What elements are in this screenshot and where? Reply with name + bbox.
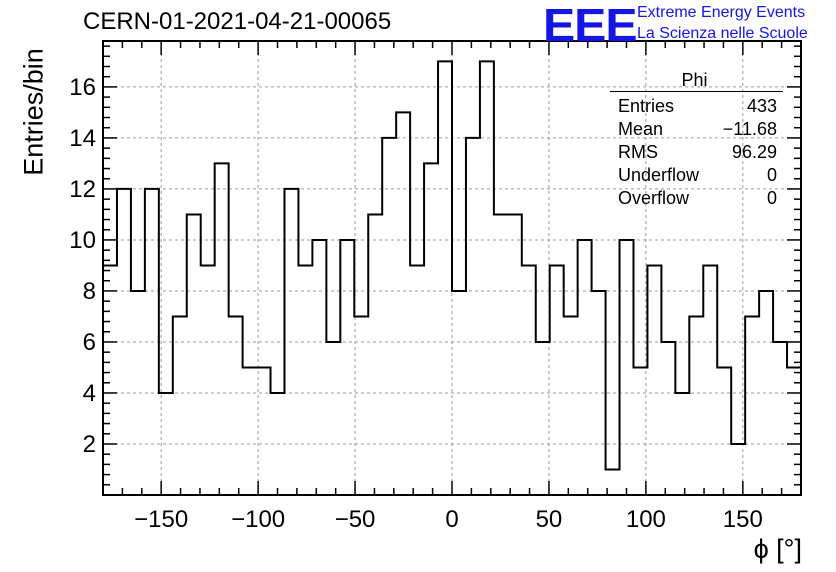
histogram-bin [201,265,215,495]
stats-row-mean: Mean −11.68 [612,118,777,141]
y-tick-label: 10 [69,227,96,254]
histogram-bin [466,138,480,495]
y-axis-label: Entries/bin [18,48,49,176]
histogram-bin [661,342,675,495]
histogram-bin [494,214,508,495]
histogram-bin [410,265,424,495]
histogram-bin [159,393,173,495]
x-axis-label: ϕ [°] [753,534,802,564]
y-tick-label: 12 [69,176,96,203]
stats-label: RMS [618,142,658,162]
histogram-bin [717,367,731,495]
y-tick-label: 6 [83,329,96,356]
histogram-bin [271,393,285,495]
histogram-bin [508,214,522,495]
tick-labels: −150 −100 −50 0 50 100 150 2 4 6 8 10 12 14 16 [69,74,763,533]
y-tick-label: 14 [69,125,96,152]
histogram-bin [396,112,410,495]
histogram-bin [745,316,759,495]
x-tick-label: 150 [723,506,763,533]
histogram-bin [368,214,382,495]
histogram-bin [773,342,787,495]
x-tick-label: −50 [335,506,376,533]
histogram-bin [633,367,647,495]
histogram-bin [578,240,592,495]
histogram-bin [284,189,298,495]
histogram-bin [103,265,117,495]
stats-label: Overflow [618,188,690,208]
stats-value: 0 [766,165,777,185]
histogram-bin [759,291,773,495]
x-tick-label: 50 [536,506,563,533]
y-tick-label: 4 [83,380,96,407]
histogram-bin [522,265,536,495]
histogram-step-line [103,60,801,471]
histogram-bin [257,367,271,495]
y-tick-label: 2 [83,431,96,458]
histogram-bin [452,291,466,495]
stats-label: Entries [618,96,675,116]
histogram-bin [703,265,717,495]
histogram-bin [312,240,326,495]
histogram-bin [382,138,396,495]
stats-title: Phi [681,70,708,90]
x-tick-label: 0 [445,506,458,533]
stats-row-overflow: Overflow 0 [612,187,777,210]
stats-row-underflow: Underflow 0 [612,164,777,187]
histogram-bin [480,61,494,495]
stats-box: Phi Entries 433 Mean −11.68 RMS 96.29 Un… [610,70,783,210]
histogram-bin [438,61,452,495]
stats-row-entries: Entries 433 [612,95,777,118]
plot-frame [102,40,802,496]
stats-value: 0 [766,188,777,208]
stats-label: Mean [618,119,664,139]
histogram-bin [424,163,438,495]
y-tick-label: 8 [83,278,96,305]
logo-line-1: Extreme Energy Events [637,4,806,21]
histogram-bin [647,265,661,495]
histogram-bin [675,393,689,495]
histogram-bin [564,316,578,495]
histogram-bin [243,367,257,495]
stats-value: −11.68 [722,119,777,139]
stats-label: Underflow [618,165,700,185]
histogram-bin [606,469,620,495]
y-tick-label: 16 [69,74,96,101]
x-tick-label: −100 [231,506,285,533]
histogram-bin [592,291,606,495]
histogram-bin [117,189,131,495]
histogram-bin [536,342,550,495]
histogram-bin [173,316,187,495]
histogram-bin [689,316,703,495]
eee-logo: EEE [543,0,638,51]
histogram-bin [731,444,745,495]
histogram-bin [298,265,312,495]
stats-divider [610,91,783,92]
axis-ticks [102,41,802,495]
histogram-bin [131,291,145,495]
stats-value: 96.29 [731,142,777,162]
x-tick-label: 100 [626,506,666,533]
x-tick-label: −150 [134,506,188,533]
histogram-bin [187,214,201,495]
histogram-bins [103,60,801,495]
histogram-bin [550,265,564,495]
histogram-bin [229,316,243,495]
logo-line-2: La Scienza nelle Scuole [637,25,808,42]
histogram-bin [215,163,229,495]
histogram-bin [340,240,354,495]
stats-row-rms: RMS 96.29 [612,141,777,164]
histogram-bin [787,367,801,495]
histogram-bin [326,342,340,495]
chart-title: CERN-01-2021-04-21-00065 [83,8,392,35]
histogram-bin [620,240,634,495]
histogram-bin [354,316,368,495]
stats-value: 433 [746,96,777,116]
histogram-bin [145,189,159,495]
